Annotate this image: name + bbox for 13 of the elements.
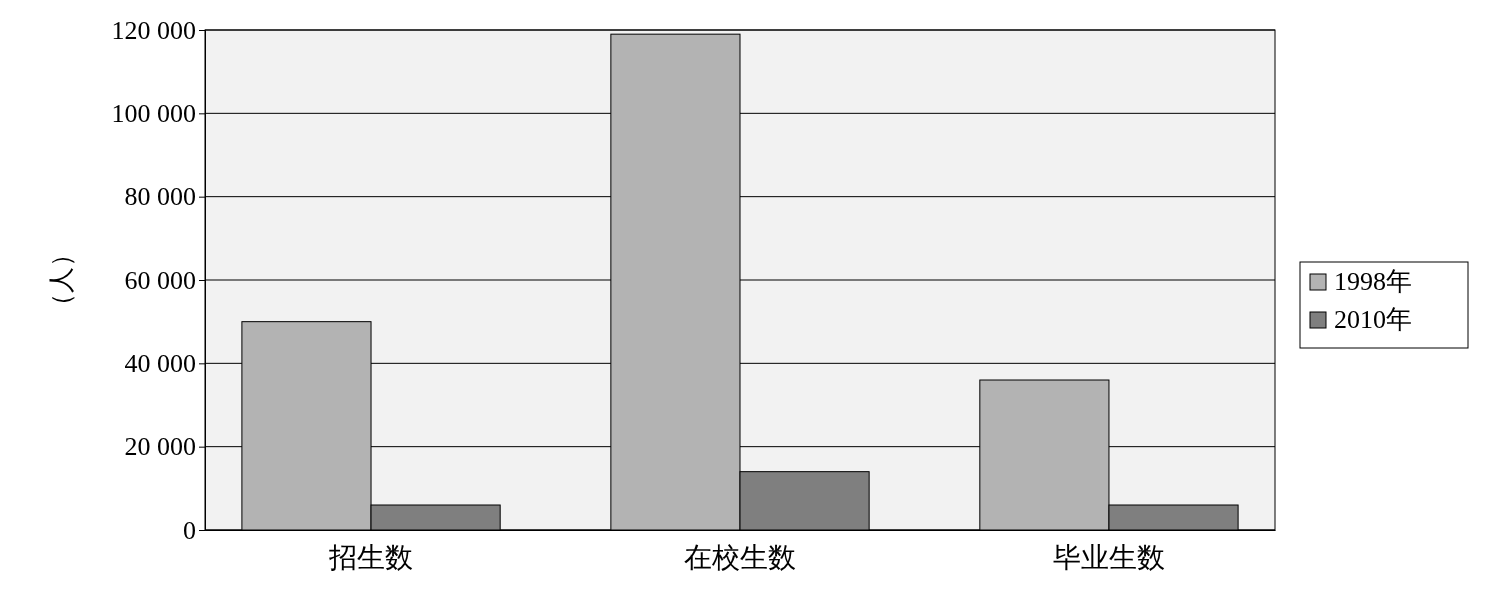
x-tick-label: 招生数	[328, 541, 414, 573]
y-tick-label: 60 000	[124, 265, 196, 295]
x-tick-label: 毕业生数	[1052, 541, 1165, 573]
y-tick-label: 20 000	[124, 432, 196, 462]
y-axis-title: （人）	[47, 241, 76, 319]
y-tick-label: 80 000	[124, 182, 196, 212]
legend-label: 1998年	[1334, 267, 1412, 296]
x-tick-label: 在校生数	[684, 541, 796, 573]
y-tick-label: 120 000	[111, 15, 196, 45]
y-tick-label: 100 000	[111, 99, 196, 129]
legend-label: 2010年	[1334, 305, 1412, 334]
y-tick-label: 0	[183, 515, 196, 545]
y-tick-label: 40 000	[124, 349, 196, 379]
